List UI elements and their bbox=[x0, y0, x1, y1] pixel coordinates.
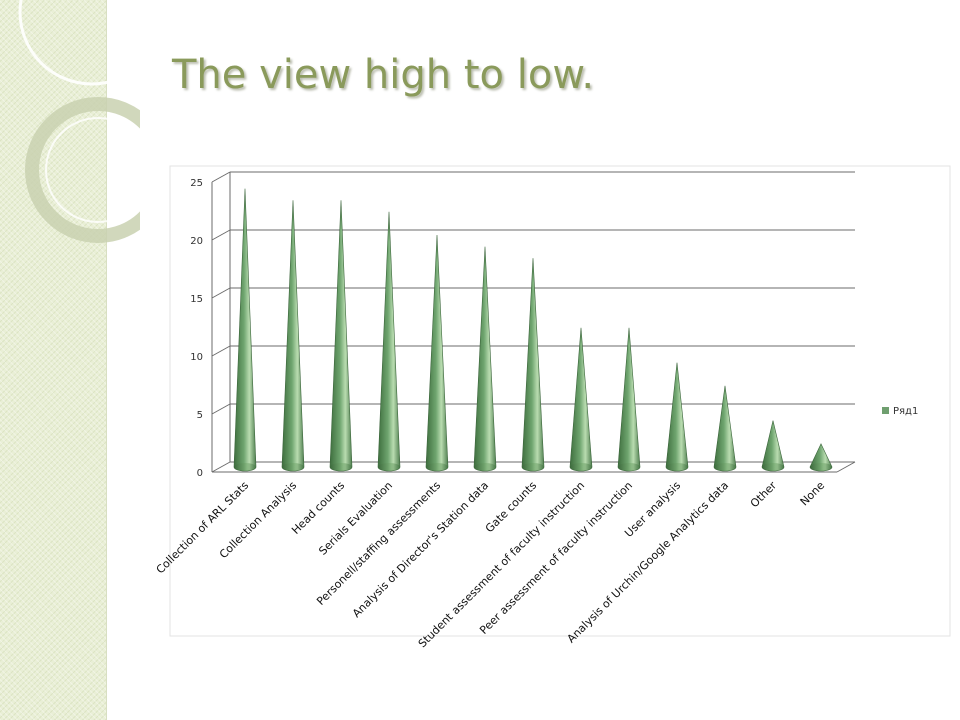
cone-bar bbox=[473, 246, 497, 472]
cone-base bbox=[714, 463, 736, 471]
cone-body bbox=[281, 200, 305, 472]
cone-body bbox=[233, 188, 257, 472]
gridline-side bbox=[211, 345, 231, 357]
cones bbox=[233, 188, 833, 472]
y-tick-label: 0 bbox=[197, 468, 203, 479]
cone-body bbox=[425, 234, 449, 472]
plot-frame bbox=[169, 165, 951, 637]
cone-base bbox=[330, 463, 352, 471]
cone-base bbox=[618, 463, 640, 471]
cone-bar bbox=[713, 385, 737, 472]
cone-base bbox=[282, 463, 304, 471]
gridline-side bbox=[211, 229, 231, 241]
cone-body bbox=[569, 327, 593, 472]
x-tick-label: Other bbox=[748, 479, 780, 511]
cone-body bbox=[665, 362, 689, 472]
x-tick-label: Student assessment of faculty instructio… bbox=[416, 479, 587, 650]
cone-base bbox=[570, 463, 592, 471]
y-tick-label: 20 bbox=[190, 236, 203, 247]
x-tick-label: None bbox=[798, 479, 828, 509]
cone-base bbox=[810, 463, 832, 471]
cone-body bbox=[521, 258, 545, 472]
cone-base bbox=[234, 463, 256, 471]
gridline-side bbox=[211, 403, 231, 415]
chart-area-border bbox=[169, 165, 951, 637]
legend-label: Ряд1 bbox=[893, 406, 918, 417]
cone-bar bbox=[809, 443, 833, 472]
floor-edge-side bbox=[836, 461, 856, 473]
gridline-side bbox=[211, 287, 231, 299]
y-tick-label: 25 bbox=[190, 178, 203, 189]
cone-body bbox=[617, 327, 641, 472]
x-tick-label: Collection of ARL Stats bbox=[154, 479, 252, 577]
cone-body bbox=[377, 211, 401, 472]
cone-bar bbox=[761, 420, 785, 472]
legend: Ряд1 bbox=[882, 406, 918, 417]
decorative-rings bbox=[18, 0, 140, 243]
cone-base bbox=[378, 463, 400, 471]
cone-base bbox=[426, 463, 448, 471]
y-tick-label: 15 bbox=[190, 294, 203, 305]
gridline-side bbox=[211, 171, 231, 183]
cone-bar bbox=[617, 327, 641, 472]
cone-bar bbox=[665, 362, 689, 472]
cone-bar bbox=[521, 258, 545, 472]
cone-bar bbox=[281, 200, 305, 472]
cone-bar bbox=[233, 188, 257, 472]
cone-body bbox=[473, 246, 497, 472]
cone-body bbox=[329, 200, 353, 472]
cone-body bbox=[713, 385, 737, 472]
legend-swatch bbox=[882, 407, 889, 414]
cone-base bbox=[474, 463, 496, 471]
y-axis-ticks: 0 5 10 15 20 25 bbox=[190, 178, 203, 479]
slide-title: The view high to low. bbox=[172, 52, 595, 98]
cone-bar bbox=[569, 327, 593, 472]
y-tick-label: 5 bbox=[197, 410, 203, 421]
cone-base bbox=[666, 463, 688, 471]
cone-base bbox=[522, 463, 544, 471]
y-tick-label: 10 bbox=[190, 352, 203, 363]
cone-bar bbox=[329, 200, 353, 472]
gridline-side bbox=[211, 461, 231, 473]
cone-bar bbox=[425, 234, 449, 472]
cone-bar bbox=[377, 211, 401, 472]
cone-base bbox=[762, 463, 784, 471]
